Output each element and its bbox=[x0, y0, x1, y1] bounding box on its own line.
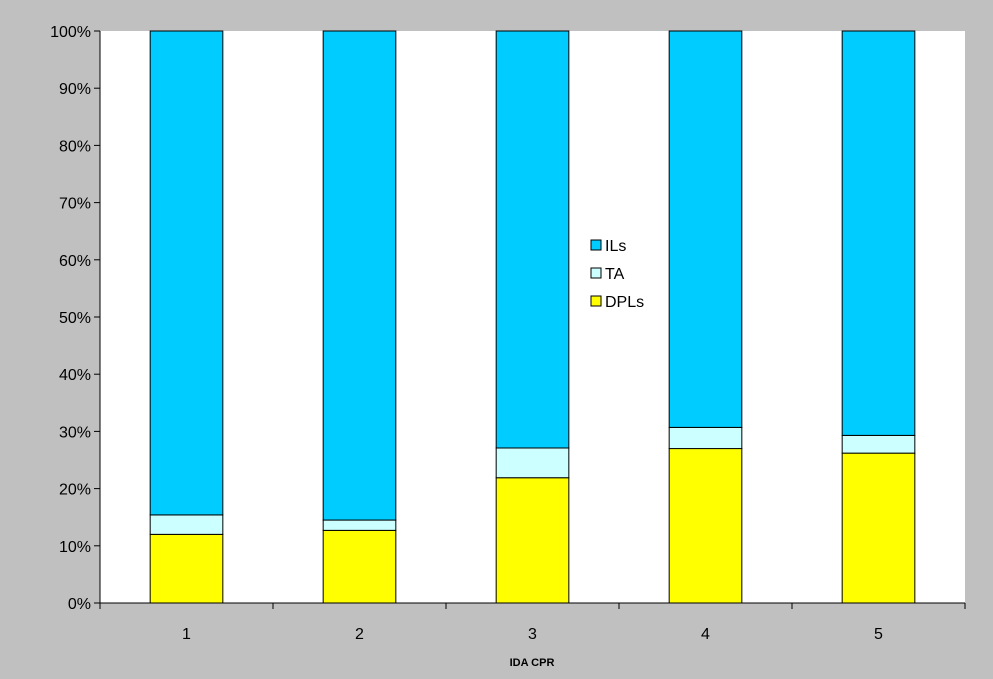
bar-ils-1 bbox=[150, 31, 223, 515]
y-tick-label: 80% bbox=[59, 138, 91, 155]
bar-ta-4 bbox=[669, 427, 742, 448]
y-tick-label: 30% bbox=[59, 424, 91, 441]
y-tick-label: 20% bbox=[59, 482, 91, 499]
bar-ils-3 bbox=[496, 31, 569, 448]
x-tick-label: 4 bbox=[701, 626, 710, 643]
x-tick-label: 2 bbox=[355, 626, 364, 643]
bar-dpls-4 bbox=[669, 449, 742, 603]
bar-dpls-2 bbox=[323, 530, 396, 603]
y-tick-label: 0% bbox=[68, 596, 91, 613]
legend-swatch-dpls bbox=[591, 296, 601, 306]
legend-label-ils: ILs bbox=[605, 238, 626, 255]
y-tick-label: 100% bbox=[50, 24, 91, 41]
bar-ta-2 bbox=[323, 520, 396, 530]
bar-ta-1 bbox=[150, 515, 223, 534]
x-tick-label: 3 bbox=[528, 626, 537, 643]
bar-ta-5 bbox=[842, 435, 915, 453]
legend-swatch-ils bbox=[591, 240, 601, 250]
y-tick-label: 90% bbox=[59, 81, 91, 98]
y-tick-label: 10% bbox=[59, 539, 91, 556]
legend-swatch-ta bbox=[591, 268, 601, 278]
y-tick-label: 70% bbox=[59, 196, 91, 213]
bar-ta-3 bbox=[496, 448, 569, 478]
bar-dpls-3 bbox=[496, 478, 569, 603]
x-axis-title: IDA CPR bbox=[510, 657, 555, 669]
bar-ils-2 bbox=[323, 31, 396, 520]
bar-dpls-5 bbox=[842, 453, 915, 603]
bar-dpls-1 bbox=[150, 534, 223, 603]
y-tick-label: 60% bbox=[59, 253, 91, 270]
y-tick-label: 40% bbox=[59, 367, 91, 384]
x-tick-label: 1 bbox=[182, 626, 191, 643]
y-tick-label: 50% bbox=[59, 310, 91, 327]
x-tick-label: 5 bbox=[874, 626, 883, 643]
legend-label-ta: TA bbox=[605, 266, 625, 283]
bar-ils-4 bbox=[669, 31, 742, 427]
legend-label-dpls: DPLs bbox=[605, 294, 644, 311]
bar-ils-5 bbox=[842, 31, 915, 435]
